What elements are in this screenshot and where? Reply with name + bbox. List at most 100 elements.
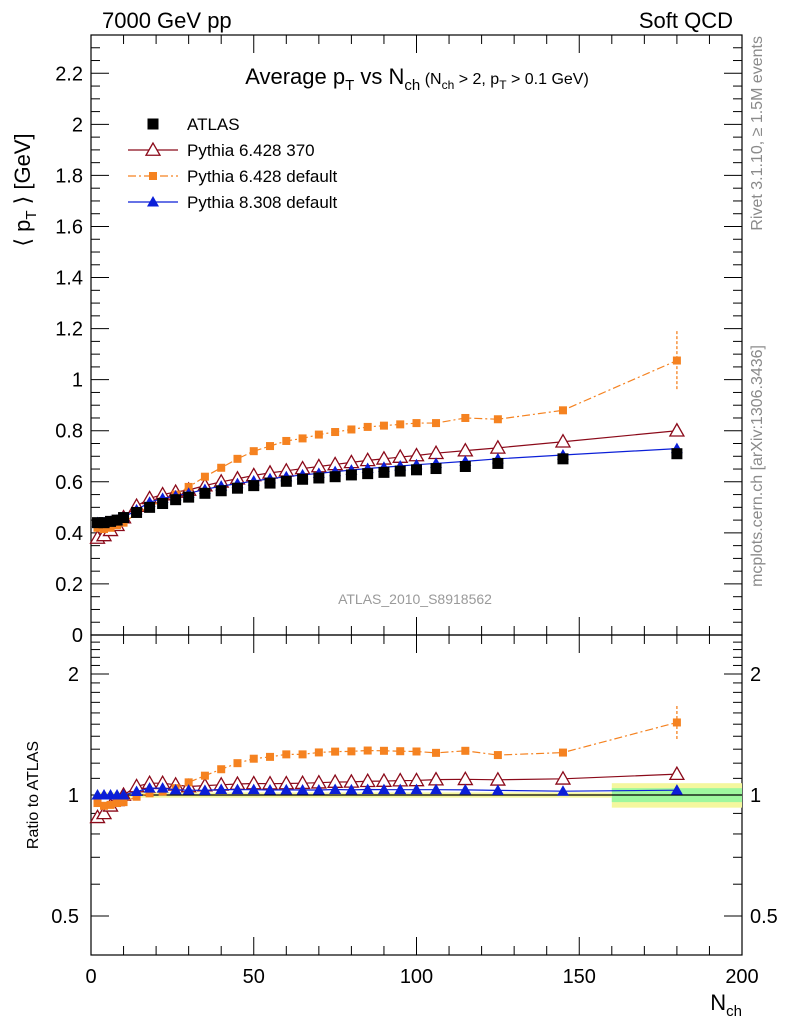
- data-point: [394, 783, 407, 795]
- data-point: [147, 196, 159, 207]
- data-point: [130, 785, 143, 797]
- header-right-text: Soft QCD: [639, 8, 733, 33]
- data-point: [430, 783, 443, 795]
- data-point: [100, 525, 109, 534]
- data-point: [329, 471, 341, 483]
- data-point: [280, 475, 292, 487]
- series-pythia-8-308-default: [91, 782, 683, 800]
- main-series: [89, 331, 686, 544]
- legend-label: Pythia 6.428 370: [187, 141, 315, 160]
- main-y-tick-label: 1.6: [55, 216, 83, 238]
- data-point: [412, 747, 421, 756]
- data-point: [363, 422, 372, 431]
- x-tick-label: 200: [725, 966, 758, 988]
- data-point: [198, 784, 211, 795]
- legend-label: ATLAS: [187, 115, 240, 134]
- data-point: [145, 789, 154, 798]
- main-y-tick-label: 2: [72, 114, 83, 136]
- data-point: [200, 472, 209, 481]
- data-point: [411, 464, 422, 476]
- data-point: [264, 784, 277, 795]
- data-point: [106, 523, 115, 532]
- data-point: [314, 748, 323, 757]
- data-point: [347, 747, 356, 756]
- ratio-y-tick-label-left: 0.5: [51, 906, 79, 928]
- series-pythia-8-308-default: [91, 442, 683, 528]
- main-y-tick-label: 2.2: [55, 63, 83, 85]
- legend-item: Pythia 8.308 default: [128, 193, 338, 212]
- x-tick-label: 0: [85, 966, 96, 988]
- data-point: [558, 748, 567, 757]
- main-ticks: 0 0.2 0.4 0.6 0.8 1 1.2 1.4 1.6 1.8 2 2.2: [55, 34, 743, 647]
- series-pythia-6-428-default: [93, 331, 681, 534]
- main-y-tick-label: 1: [72, 370, 83, 392]
- data-point: [105, 515, 117, 527]
- legend: ATLAS Pythia 6.428 370 Pythia 6.428 defaul…: [128, 115, 338, 212]
- data-point: [377, 783, 390, 795]
- data-point: [331, 428, 340, 437]
- main-y-tick-label: 1.8: [55, 165, 83, 187]
- data-point: [670, 784, 683, 795]
- data-point: [182, 784, 195, 795]
- data-point: [217, 463, 226, 472]
- data-point: [394, 465, 406, 477]
- data-point: [100, 801, 109, 810]
- main-y-tick-label: 0.8: [55, 421, 83, 443]
- data-point: [556, 785, 569, 796]
- data-point: [427, 771, 445, 786]
- data-point: [248, 480, 260, 492]
- data-point: [249, 447, 258, 456]
- data-point: [143, 782, 156, 793]
- data-point: [312, 784, 325, 795]
- data-point: [396, 747, 405, 756]
- data-point: [233, 759, 242, 768]
- data-point: [298, 434, 307, 443]
- data-point: [297, 473, 309, 485]
- data-point: [362, 468, 374, 480]
- data-point: [170, 494, 182, 506]
- data-point: [459, 783, 472, 795]
- data-point: [144, 501, 156, 513]
- data-point: [111, 514, 123, 526]
- data-point: [432, 419, 441, 428]
- data-point: [200, 771, 209, 780]
- x-tick-label: 150: [563, 966, 596, 988]
- data-point: [314, 430, 323, 439]
- data-point: [558, 406, 567, 415]
- data-point: [672, 356, 681, 365]
- series-line: [97, 430, 677, 539]
- data-point: [117, 789, 130, 800]
- legend-label: Pythia 6.428 default: [187, 167, 338, 186]
- ratio-ticks: 0.5 0.5 1 1 2 2 0 50 100 150 200: [51, 635, 778, 988]
- data-point: [282, 436, 291, 445]
- data-point: [457, 771, 474, 786]
- data-point: [92, 517, 104, 529]
- data-point: [157, 498, 169, 510]
- data-point: [313, 472, 325, 484]
- data-point: [432, 748, 441, 757]
- main-y-tick-label: 0: [72, 625, 83, 647]
- data-point: [132, 792, 141, 801]
- data-point: [298, 750, 307, 759]
- data-point: [378, 466, 390, 478]
- data-point: [361, 783, 374, 794]
- data-point: [169, 783, 182, 795]
- ratio-y-tick-label-left: 1: [68, 785, 79, 807]
- main-y-tick-label: 1.4: [55, 268, 83, 290]
- data-point: [149, 172, 157, 180]
- legend-item: ATLAS: [147, 115, 240, 134]
- data-point: [266, 752, 275, 761]
- data-point: [554, 433, 572, 448]
- ratio-y-tick-label-right: 0.5: [750, 906, 778, 928]
- data-point: [668, 422, 686, 437]
- data-point: [347, 425, 356, 434]
- data-point: [247, 783, 260, 795]
- data-point: [493, 415, 502, 424]
- mcplots-label: mcplots.cern.ch [arXiv:1306.3436]: [749, 345, 766, 587]
- data-point: [396, 420, 405, 429]
- data-point: [282, 750, 291, 759]
- main-y-tick-label: 0.4: [55, 523, 83, 545]
- data-point: [329, 783, 342, 794]
- data-point: [459, 460, 471, 472]
